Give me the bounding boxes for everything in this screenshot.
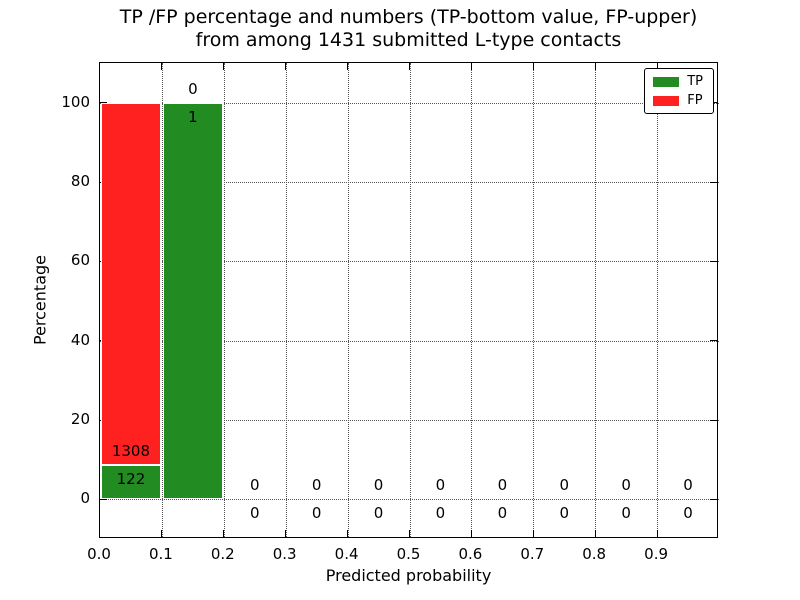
fp-count-label: 0: [435, 476, 446, 495]
plot-area: TP FP 1308 122 0 1 0 0 0 0 0 0 0 0 0 0 0 0 0 0 0 0: [99, 62, 719, 538]
x-tick-label: 0.3: [272, 545, 297, 563]
x-tick-label: 0.8: [582, 545, 607, 563]
tp-legend-swatch-icon: [653, 76, 680, 87]
y-tick-right: [710, 340, 717, 342]
tp-count-label: 0: [559, 504, 570, 523]
y-tick-right: [710, 260, 717, 262]
fp-count-label: 0: [559, 476, 570, 495]
x-tick-bottom: [223, 530, 225, 537]
fp-legend-swatch-icon: [653, 95, 680, 106]
fp-legend-label: FP: [687, 93, 703, 108]
fp-count-label: 0: [497, 476, 508, 495]
y-tick-label: 100: [61, 92, 90, 111]
x-tick-label: 0.9: [644, 545, 669, 563]
tp-count-label: 0: [311, 504, 322, 523]
x-tick-label: 0.4: [334, 545, 359, 563]
x-tick-label: 0.7: [520, 545, 545, 563]
x-tick-bottom: [532, 530, 534, 537]
x-tick-top: [409, 63, 410, 70]
x-tick-bottom: [409, 530, 410, 537]
y-tick-right: [710, 181, 717, 183]
x-tick-bottom: [470, 530, 472, 537]
chart-title: TP /FP percentage and numbers (TP-bottom…: [99, 6, 718, 52]
fp-count-label: 0: [683, 476, 693, 495]
tp-count-label: 0: [373, 504, 384, 523]
x-axis-label: Predicted probability: [325, 566, 492, 585]
x-tick-bottom: [161, 530, 163, 537]
legend-item-fp: FP: [653, 94, 703, 107]
x-tick-top: [285, 63, 287, 70]
x-tick-bottom: [285, 530, 287, 537]
x-tick-label: 0.0: [87, 545, 111, 563]
legend-item-tp: TP: [653, 75, 703, 88]
x-gridline: [285, 63, 287, 537]
x-tick-label: 0.1: [148, 545, 173, 563]
fp-count-label: 0: [373, 476, 384, 495]
x-gridline: [533, 63, 535, 537]
x-tick-label: 0.6: [458, 545, 483, 563]
x-tick-top: [223, 63, 225, 70]
x-tick-top: [656, 63, 658, 70]
y-tick-right: [710, 419, 717, 421]
fp-count-label: 1308: [111, 442, 151, 461]
x-tick-label: 0.5: [396, 545, 421, 563]
tp-count-label: 0: [249, 504, 260, 523]
x-tick-bottom: [347, 530, 349, 537]
x-gridline: [595, 63, 597, 537]
x-tick-bottom: [594, 530, 596, 537]
fp-count-label: 0: [188, 79, 198, 98]
y-tick-label: 0: [80, 489, 90, 508]
tp-count-label: 0: [683, 504, 693, 523]
fp-count-label: 0: [249, 476, 260, 495]
tp-count-label: 0: [435, 504, 446, 523]
y-tick-label: 80: [70, 172, 90, 190]
tp-count-label: 0: [497, 504, 508, 523]
chart-title-line2: from among 1431 submitted L-type contact…: [195, 29, 622, 51]
x-tick-top: [470, 63, 472, 70]
x-gridline: [347, 63, 349, 537]
fp-count-label: 0: [621, 476, 631, 495]
x-tick-top: [594, 63, 596, 70]
y-tick-right: [710, 498, 717, 500]
y-tick-label: 40: [70, 330, 90, 349]
y-tick-label: 60: [70, 251, 90, 270]
x-gridline: [161, 63, 163, 537]
tp-count-label: 0: [621, 504, 631, 523]
y-tick-label: 20: [70, 410, 90, 428]
x-tick-top: [347, 63, 349, 70]
x-tick-top: [532, 63, 534, 70]
x-tick-bottom: [656, 530, 658, 537]
x-gridline: [409, 63, 411, 537]
x-tick-top: [161, 63, 163, 70]
tp-legend-label: TP: [687, 74, 703, 89]
x-gridline: [657, 63, 659, 537]
x-gridline: [471, 63, 473, 537]
tp-bar-segment: [101, 465, 161, 500]
y-tick-left: [100, 498, 107, 500]
legend: TP FP: [644, 68, 714, 114]
x-tick-label: 0.2: [210, 545, 235, 563]
x-gridline: [223, 63, 225, 537]
tp-count-label: 122: [116, 470, 146, 489]
fp-count-label: 0: [311, 476, 322, 495]
fp-bar-segment: [101, 102, 161, 466]
tp-count-label: 1: [188, 107, 198, 126]
tp-bar-segment: [162, 102, 223, 500]
chart-title-line1: TP /FP percentage and numbers (TP-bottom…: [119, 6, 698, 28]
